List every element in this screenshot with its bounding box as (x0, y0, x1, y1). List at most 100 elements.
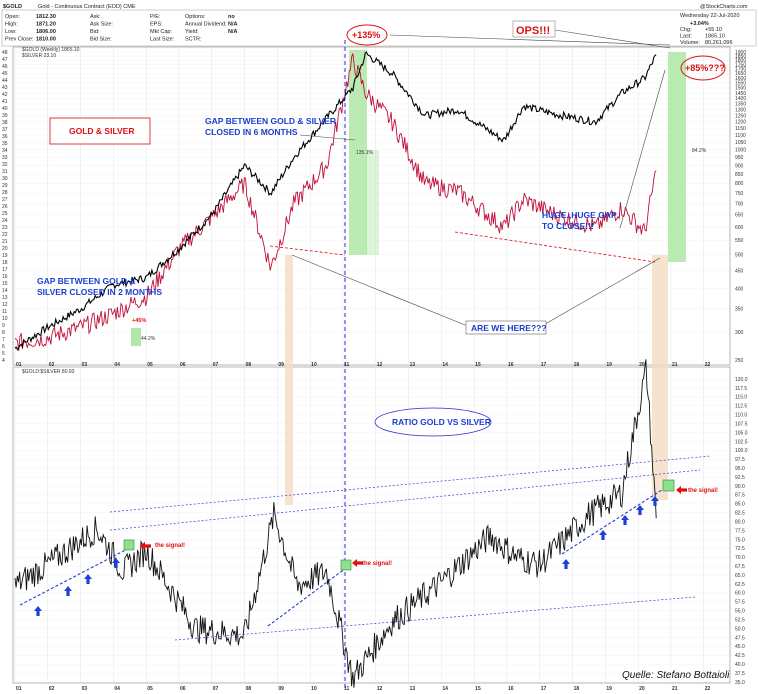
left-arrow-icon (676, 486, 687, 494)
year-tick-bottom: 15 (475, 686, 481, 692)
ratio-tick: 105.0 (735, 430, 748, 436)
huge-gap-line2: TO CLOSE!!! (542, 221, 594, 231)
gold-tick: 1100 (735, 133, 746, 139)
silver-tick: 37 (2, 127, 8, 133)
header-right-value: 80,261,096 (705, 40, 733, 46)
year-tick-bottom: 12 (377, 686, 383, 692)
legend-silver: $SILVER 23.10 (22, 53, 56, 59)
ratio-support-2017 (561, 485, 669, 555)
header-field-label: Low: (5, 29, 17, 35)
small-pct-135: 135.1% (356, 150, 374, 156)
header-field-label: Yield: (185, 29, 199, 35)
silver-tick: 47 (2, 57, 8, 63)
header-right-value: +55.10 (705, 27, 722, 33)
legend-gold: $GOLD (Weekly) 1865.10 (22, 47, 80, 53)
arrows (34, 486, 687, 616)
year-tick-top: 07 (213, 362, 219, 368)
ratio-tick: 112.5 (735, 404, 747, 410)
gold-series-line (14, 51, 657, 351)
ratio-series-line (14, 359, 657, 688)
header-fields: Open: 1812.30 High: 1871.20 Low: 1806.00Prev … (5, 14, 733, 46)
year-tick-bottom: 09 (278, 686, 284, 692)
gold-tick: 1800 (735, 58, 746, 64)
signal-label-2004: the signal! (155, 543, 185, 549)
gap-2020-zone (668, 52, 686, 262)
year-tick-top: 02 (49, 362, 55, 368)
header-field-value: 1810.00 (36, 37, 56, 43)
silver-tick: 27 (2, 197, 8, 203)
gold-tick: 1000 (735, 147, 746, 153)
small-pct-44: 44.2% (141, 336, 156, 342)
gold-tick: 700 (735, 201, 744, 207)
year-tick-bottom: 11 (344, 686, 350, 692)
header-field-label: High: (5, 22, 18, 28)
signal-label-2020: the signal! (688, 488, 718, 494)
header-right-label: Chg: (680, 27, 692, 33)
signal-box-2020 (662, 479, 675, 492)
up-arrow-icon (599, 530, 607, 540)
silver-tick: 33 (2, 155, 8, 161)
gold-tick: 350 (735, 307, 744, 313)
chart-header: $GOLD Gold - Continuous Contract (EOD) C… (1, 4, 757, 47)
up-arrow-icon (34, 606, 42, 616)
silver-tick: 41 (2, 99, 8, 105)
silver-tick: 39 (2, 113, 8, 119)
gold-tick: 800 (735, 181, 744, 187)
gold-tick: 1400 (735, 96, 746, 102)
are-we-here-box (465, 320, 547, 335)
ratio-tick: 82.5 (735, 511, 745, 517)
silver-tick: 19 (2, 253, 8, 259)
year-tick-top: 10 (311, 362, 317, 368)
ratio-tick: 110.0 (735, 413, 747, 419)
gold-tick: 1350 (735, 102, 746, 108)
gap-2011-zone-b (366, 150, 379, 255)
ratio-tick: 90.0 (735, 484, 745, 490)
year-tick-bottom: 03 (82, 686, 88, 692)
year-tick-top: 04 (114, 362, 120, 368)
gap-6-months-line1: GAP BETWEEN GOLD & SILVER (205, 116, 336, 126)
gold-tick: 300 (735, 330, 744, 336)
year-tick-bottom: 06 (180, 686, 186, 692)
gold-tick: 750 (735, 191, 744, 197)
year-tick-top: 13 (410, 362, 416, 368)
band-2020 (652, 255, 668, 500)
gold-tick: 1700 (735, 67, 746, 73)
year-tick-bottom: 13 (410, 686, 416, 692)
silver-tick: 4 (2, 358, 5, 364)
silver-tick: 7 (2, 337, 5, 343)
header-field-label: Last Size: (150, 37, 175, 43)
ratio-panel (12, 366, 731, 684)
up-arrow-icon (621, 515, 629, 525)
year-tick-top: 06 (180, 362, 186, 368)
gold-silver-title-box (49, 117, 151, 145)
year-tick-top: 22 (705, 362, 711, 368)
gold-tick: 450 (735, 269, 744, 275)
price-panel (12, 46, 731, 366)
gold-tick: 550 (735, 238, 744, 244)
silver-tick: 24 (2, 218, 8, 224)
small-pct-84: 84.2% (692, 148, 707, 154)
trend-lines (19, 40, 711, 690)
up-arrow-icon (636, 505, 644, 515)
ratio-support-2001 (19, 544, 136, 606)
silver-tick: 46 (2, 64, 8, 70)
signal-label-2011: the signal! (362, 561, 392, 567)
symbol: $GOLD (3, 4, 22, 10)
silver-tick: 22 (2, 232, 8, 238)
header-field-label: Bid: (90, 29, 100, 35)
ratio-tick: 57.5 (735, 600, 745, 606)
silver-tick: 31 (2, 169, 8, 175)
gap-2-months-line2: SILVER CLOSED IN 2 MONTHS (37, 287, 162, 297)
gold-silver-title: GOLD & SILVER (69, 126, 135, 136)
gold-tick: 850 (735, 172, 744, 178)
year-tick-top: 11 (344, 362, 350, 368)
year-tick-bottom: 08 (246, 686, 252, 692)
silver-tick: 13 (2, 295, 8, 301)
header-right-label: Last: (680, 34, 692, 40)
up-arrow-icon (84, 574, 92, 584)
ratio-tick: 117.5 (735, 386, 747, 392)
header-field-value: N/A (228, 29, 238, 35)
silver-tick: 29 (2, 183, 8, 189)
silver-tick: 21 (2, 239, 8, 245)
